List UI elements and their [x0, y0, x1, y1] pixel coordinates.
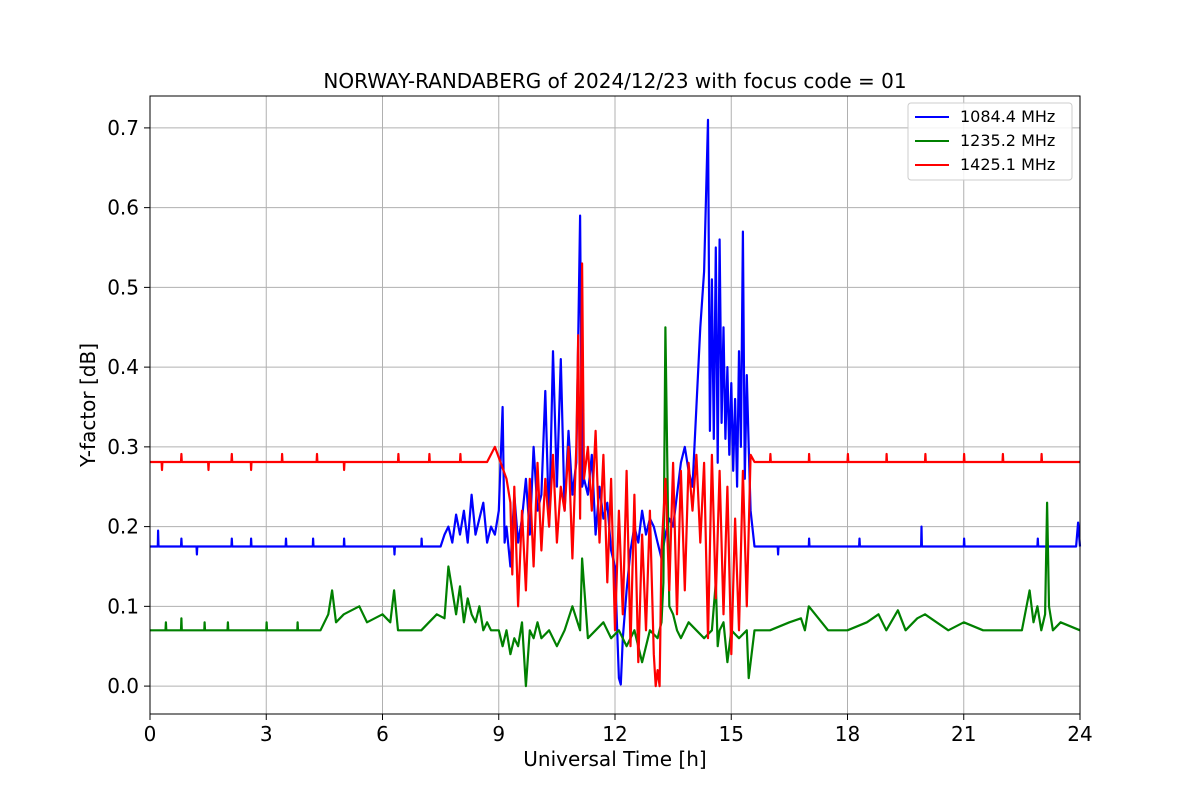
legend-label-1: 1084.4 MHz: [960, 107, 1055, 126]
x-tick-label: 3: [260, 722, 273, 746]
y-tick-label: 0.7: [107, 116, 139, 140]
x-tick-label: 9: [492, 722, 505, 746]
x-tick-label: 18: [835, 722, 860, 746]
x-tick-label: 21: [951, 722, 976, 746]
legend-label-3: 1425.1 MHz: [960, 155, 1055, 174]
series-line-1: [150, 118, 1082, 686]
y-tick-label: 0.3: [107, 435, 139, 459]
x-tick-label: 12: [602, 722, 627, 746]
y-tick-label: 0.0: [107, 674, 139, 698]
legend-box: [907, 102, 1073, 181]
x-tick-label: 0: [144, 722, 157, 746]
y-tick-label: 0.4: [107, 355, 139, 379]
chart-title: NORWAY-RANDABERG of 2024/12/23 with focu…: [323, 69, 906, 93]
y-tick-label: 0.1: [107, 594, 139, 618]
legend-label-2: 1235.2 MHz: [960, 131, 1055, 150]
series-line-3: [150, 262, 1080, 688]
series-line-2: [150, 326, 1081, 688]
series-layer: [150, 118, 1082, 688]
x-tick-label: 6: [376, 722, 389, 746]
y-axis-ticks: 0.0 0.1 0.2 0.3 0.4 0.5 0.6 0.7: [107, 116, 150, 698]
y-axis-label: Y-factor [dB]: [76, 343, 100, 468]
x-axis-label: Universal Time [h]: [523, 747, 706, 771]
x-tick-label: 24: [1067, 722, 1092, 746]
y-tick-label: 0.5: [107, 275, 139, 299]
y-tick-label: 0.2: [107, 515, 139, 539]
legend: 1084.4 MHz 1235.2 MHz 1425.1 MHz: [907, 102, 1073, 181]
y-tick-label: 0.6: [107, 196, 139, 220]
x-tick-label: 15: [719, 722, 744, 746]
x-axis-ticks: 0 3 6 9 12 15 18 21 24: [144, 714, 1093, 746]
